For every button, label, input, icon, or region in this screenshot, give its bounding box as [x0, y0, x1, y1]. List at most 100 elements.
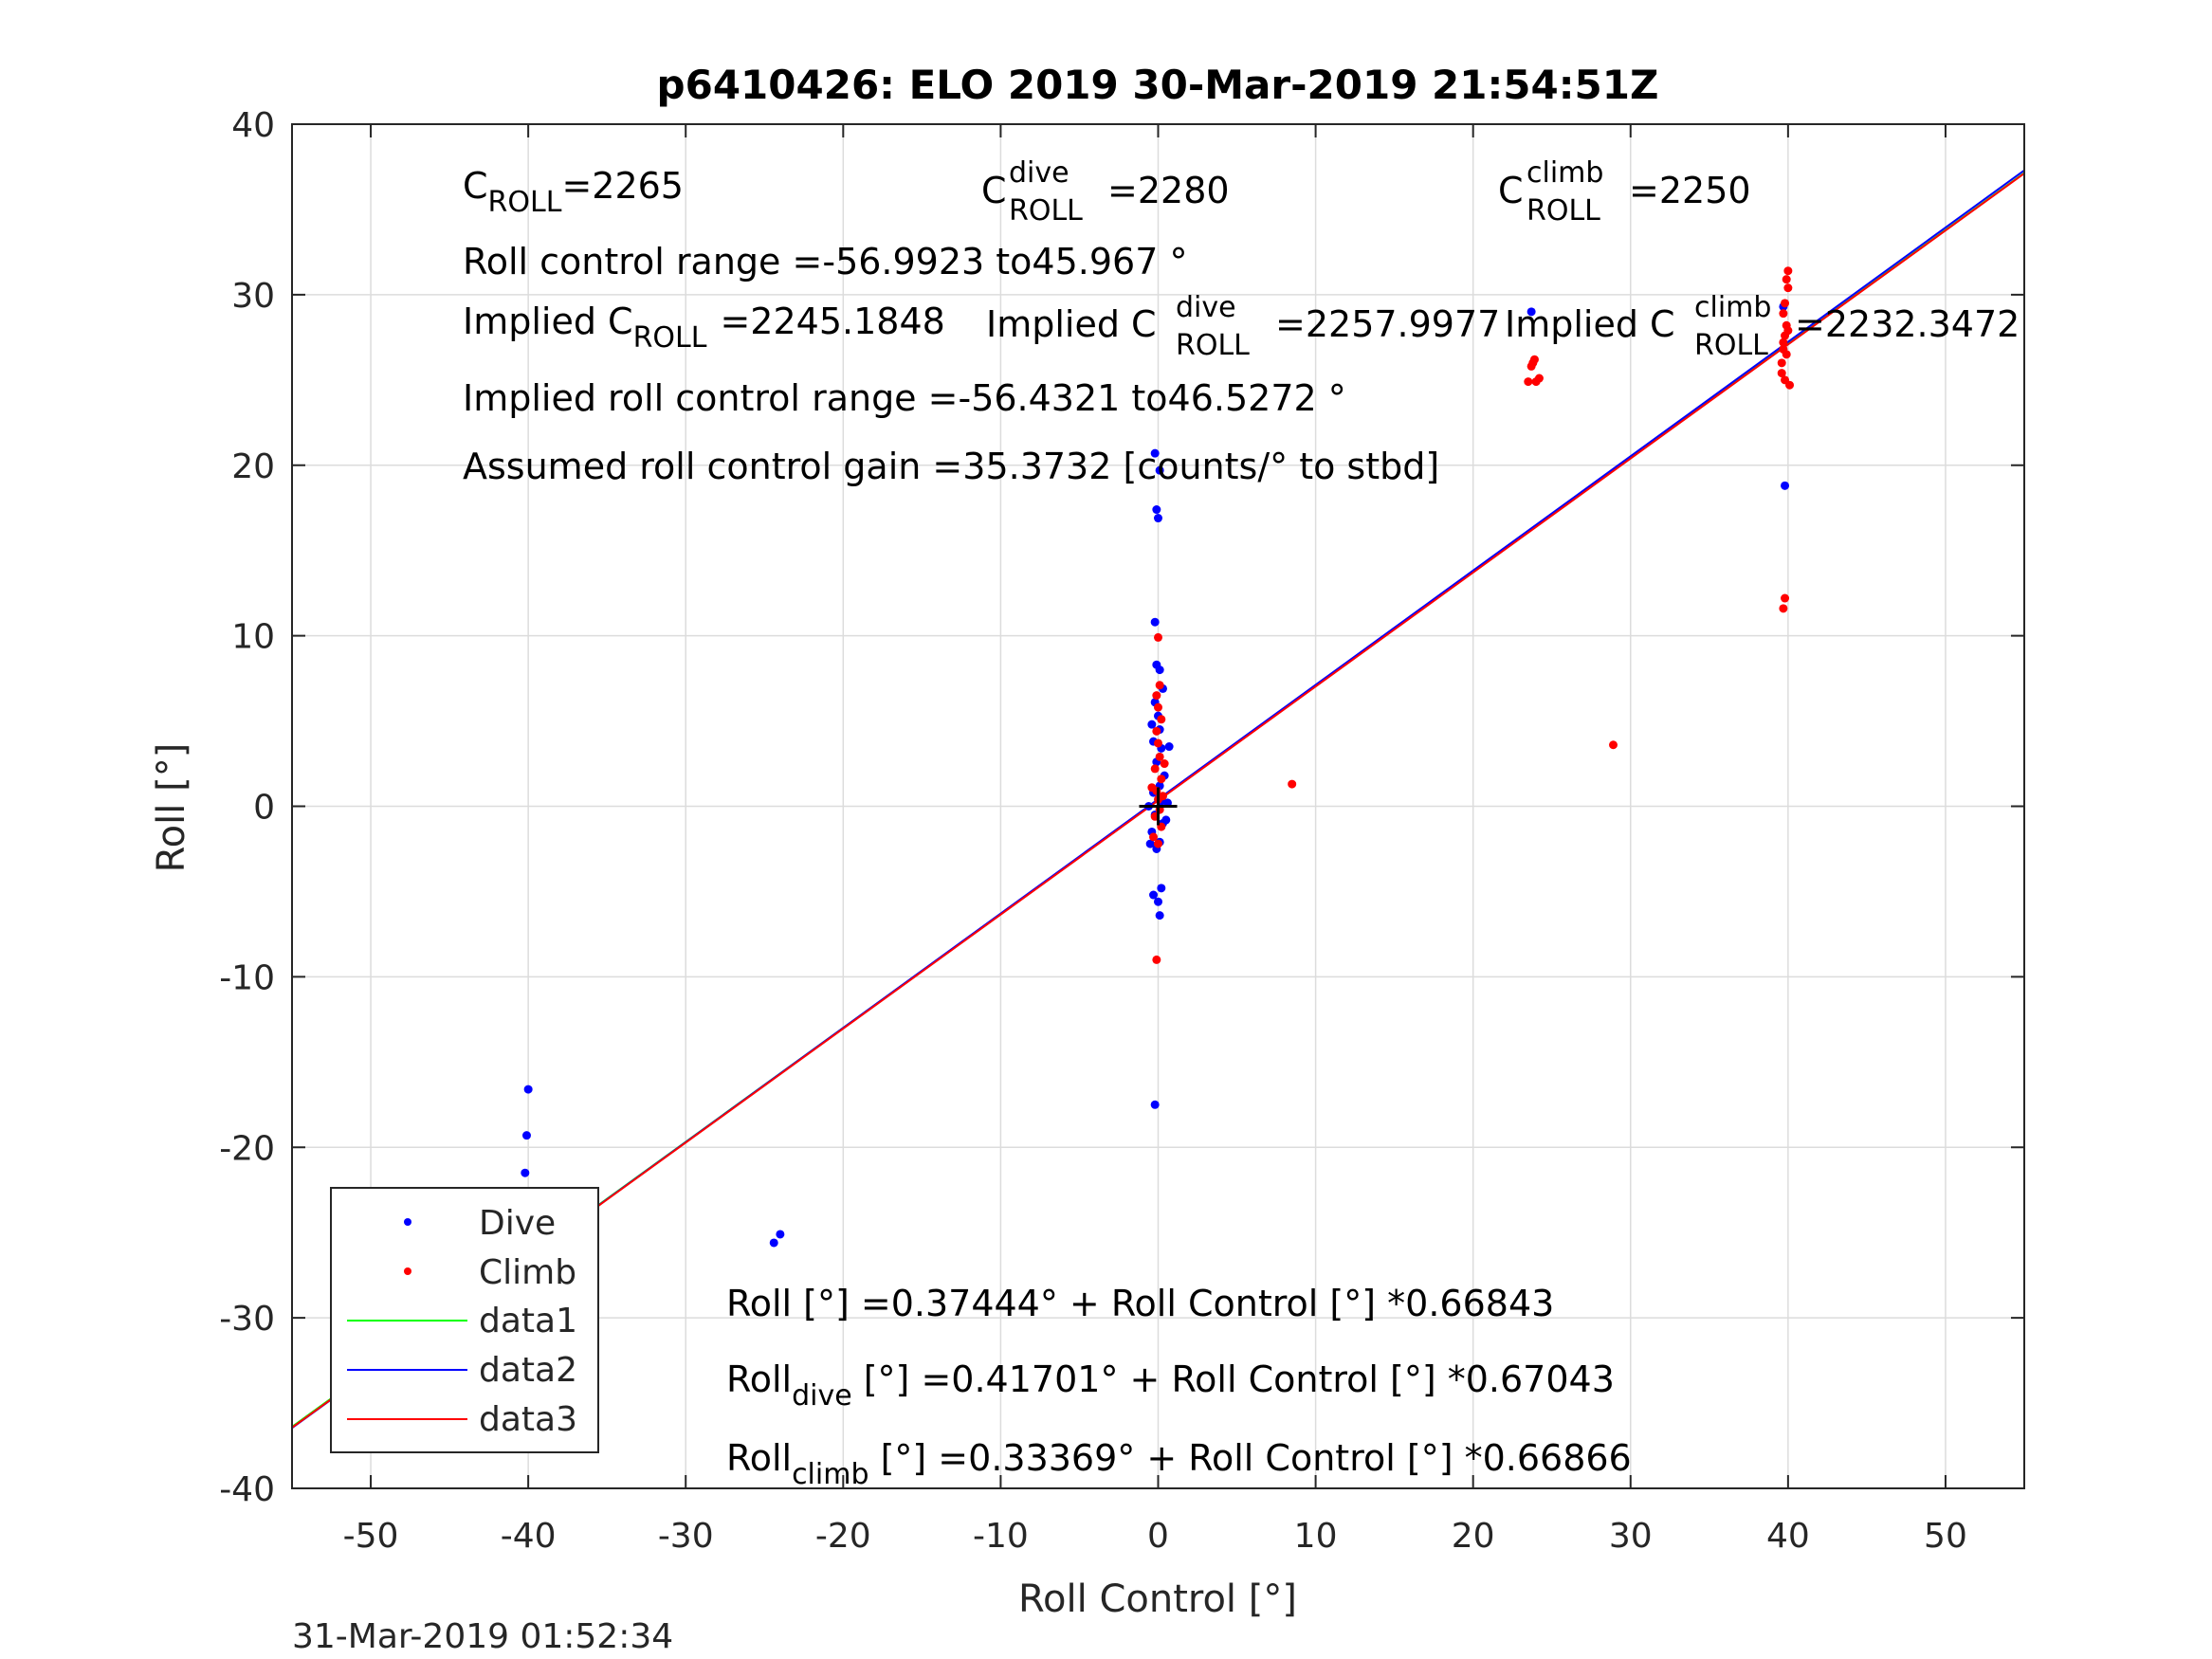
point-dive	[1155, 665, 1164, 675]
point-climb	[1155, 681, 1164, 690]
point-climb	[1785, 380, 1795, 390]
x-tick-label: -20	[815, 1517, 871, 1556]
origin-marker	[1139, 787, 1178, 826]
point-climb	[1150, 764, 1160, 774]
annotation-implied-c-roll: Implied CROLL =2245.1848	[463, 301, 945, 355]
point-dive	[1147, 720, 1157, 729]
annotation-c-roll: CROLL=2265	[463, 165, 684, 219]
point-climb	[1160, 759, 1169, 769]
annotation-fit-dive: Rolldive [°] =0.41701° + Roll Control [°…	[726, 1358, 1615, 1413]
point-climb	[1158, 792, 1167, 801]
point-climb	[1152, 726, 1161, 736]
point-climb	[1154, 702, 1162, 712]
point-climb	[1154, 839, 1162, 848]
x-tick-label: 20	[1452, 1517, 1495, 1556]
point-climb	[1157, 775, 1166, 784]
point-climb	[1783, 326, 1793, 336]
point-dive	[1154, 514, 1162, 523]
x-tick-label: 10	[1294, 1517, 1338, 1556]
point-dive	[1155, 911, 1164, 921]
point-climb	[1777, 358, 1786, 368]
x-tick-label: 40	[1766, 1517, 1810, 1556]
point-dive	[1149, 890, 1159, 900]
point-climb	[1783, 266, 1793, 276]
svg-text:ROLL: ROLL	[1176, 329, 1250, 362]
point-dive	[1145, 839, 1155, 848]
point-dive	[521, 1131, 531, 1140]
point-dive	[1150, 448, 1160, 458]
y-tick-label: -10	[219, 958, 275, 997]
svg-text:Implied C: Implied C	[986, 303, 1157, 345]
point-dive	[1161, 815, 1171, 825]
y-tick-label: -30	[219, 1300, 275, 1339]
legend-marker-climb	[404, 1267, 411, 1275]
legend-label-data1: data1	[479, 1302, 577, 1340]
x-tick-label: -40	[501, 1517, 557, 1556]
svg-text:climb: climb	[1526, 156, 1603, 190]
svg-text:dive: dive	[1009, 156, 1069, 190]
point-dive	[769, 1238, 778, 1248]
x-tick-label: 50	[1924, 1517, 1967, 1556]
y-tick-label: -20	[219, 1129, 275, 1168]
point-climb	[1154, 632, 1162, 642]
point-climb	[1783, 283, 1793, 293]
point-climb	[1781, 299, 1790, 308]
y-tick-label: 20	[231, 447, 275, 486]
y-tick-label: -40	[219, 1470, 275, 1509]
svg-text:Implied C: Implied C	[1505, 303, 1675, 345]
point-climb	[1777, 369, 1786, 378]
y-tick-label: 0	[253, 789, 275, 828]
annotation-c-roll-dive: C dive ROLL =2280	[981, 156, 1230, 228]
annotation-fit-all: Roll [°] =0.37444° + Roll Control [°] *0…	[726, 1283, 1554, 1324]
point-climb	[1288, 779, 1297, 789]
svg-text:C: C	[981, 170, 1007, 211]
point-dive	[523, 1085, 533, 1094]
x-axis-label: Roll Control [°]	[1018, 1577, 1297, 1621]
svg-text:CROLL=2265: CROLL=2265	[463, 165, 684, 219]
x-axis: -50 -40 -30 -20 -10 0 10 20 30 40 50	[343, 124, 1967, 1556]
point-dive	[1164, 742, 1174, 752]
point-climb	[1531, 377, 1541, 387]
point-climb	[1155, 752, 1164, 761]
point-climb	[1782, 275, 1791, 284]
legend-label-dive: Dive	[479, 1204, 556, 1243]
svg-text:ROLL: ROLL	[1009, 194, 1083, 228]
annotation-c-roll-climb: C climb ROLL =2250	[1498, 156, 1751, 228]
legend-label-data3: data3	[479, 1400, 577, 1439]
point-dive	[1157, 884, 1166, 893]
svg-text:climb: climb	[1694, 291, 1771, 324]
x-tick-label: -50	[343, 1517, 399, 1556]
y-axis-label: Roll [°]	[150, 743, 193, 873]
svg-text:C: C	[1498, 170, 1524, 211]
point-climb	[1147, 783, 1157, 793]
point-dive	[1150, 617, 1160, 627]
point-climb	[1524, 377, 1533, 387]
point-climb	[1609, 740, 1618, 750]
annotation-implied-c-roll-climb: Implied C climb ROLL =2232.3472	[1505, 291, 2020, 362]
point-dive	[1154, 897, 1162, 906]
legend-marker-dive	[404, 1218, 411, 1226]
point-climb	[1152, 955, 1161, 964]
y-tick-label: 30	[231, 277, 275, 316]
point-dive	[1526, 307, 1536, 317]
point-climb	[1528, 358, 1538, 368]
point-climb	[1154, 738, 1162, 748]
legend-label-climb: Climb	[479, 1253, 576, 1292]
point-climb	[1779, 604, 1788, 613]
point-climb	[1782, 350, 1791, 359]
annotation-implied-c-roll-dive: Implied C dive ROLL =2257.9977	[986, 291, 1500, 362]
point-dive	[1152, 505, 1161, 515]
point-climb	[1149, 832, 1159, 842]
svg-text:=2232.3472: =2232.3472	[1795, 303, 2020, 345]
svg-text:=2280: =2280	[1107, 170, 1230, 211]
annotation-assumed-gain: Assumed roll control gain =35.3732 [coun…	[463, 446, 1439, 487]
x-tick-label: -10	[973, 1517, 1029, 1556]
footer-timestamp: 31-Mar-2019 01:52:34	[292, 1617, 673, 1656]
point-dive	[1781, 481, 1790, 490]
point-climb	[1779, 309, 1788, 319]
annotation-implied-range: Implied roll control range =-56.4321 to4…	[463, 377, 1346, 419]
annotation-roll-control-range: Roll control range =-56.9923 to45.967 °	[463, 241, 1187, 283]
point-climb	[1779, 337, 1788, 347]
legend: Dive Climb data1 data2 data3	[330, 1187, 599, 1453]
